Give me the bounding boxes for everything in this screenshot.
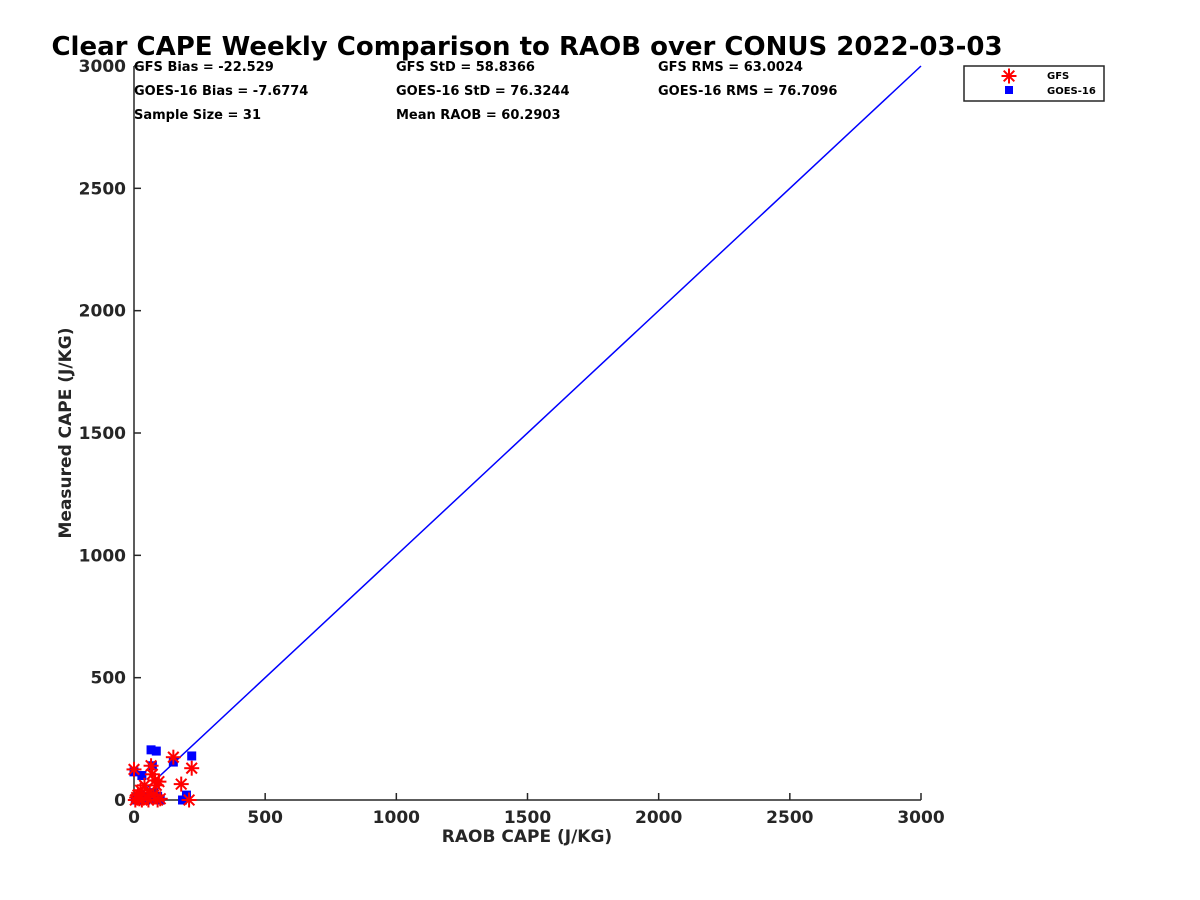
legend: GFS GOES-16	[963, 65, 1105, 102]
gfs-point	[184, 760, 200, 776]
y-tick-label: 2000	[79, 302, 126, 322]
legend-goes-16-square	[1005, 86, 1013, 94]
x-tick-label: 1500	[504, 808, 551, 828]
x-axis-label: RAOB CAPE (J/KG)	[442, 827, 612, 847]
gfs-point	[152, 791, 168, 807]
stat-goes-std: GOES-16 StD = 76.3244	[396, 84, 570, 99]
y-axis-label: Measured CAPE (J/KG)	[56, 328, 76, 539]
goes-16-point	[137, 771, 147, 781]
legend-gfs-asterisk	[1001, 68, 1017, 84]
goes-16-point	[187, 751, 197, 761]
x-tick-label: 2500	[766, 808, 813, 828]
chart-title: Clear CAPE Weekly Comparison to RAOB ove…	[51, 32, 1002, 62]
gfs-point	[126, 761, 142, 777]
stat-gfs-bias: GFS Bias = -22.529	[134, 60, 274, 75]
stats-block: GFS Bias = -22.529 GOES-16 Bias = -7.677…	[134, 60, 837, 123]
y-tick-label: 3000	[79, 57, 126, 77]
gfs-point	[181, 792, 197, 808]
reference-line	[133, 65, 922, 801]
gfs-point	[173, 776, 189, 792]
gfs-point	[151, 774, 167, 790]
legend-box	[963, 65, 1105, 102]
legend-label-gfs: GFS	[1047, 71, 1069, 82]
gfs-point	[165, 749, 181, 765]
stat-gfs-std: GFS StD = 58.8366	[396, 60, 535, 75]
x-tick-label: 2000	[635, 808, 682, 828]
y-ticks: 0 500 1000 1500 2000 2500 3000	[79, 57, 141, 811]
stat-mean-raob: Mean RAOB = 60.2903	[396, 108, 561, 123]
stat-sample-size: Sample Size = 31	[134, 108, 261, 123]
y-tick-label: 0	[114, 791, 126, 811]
data-points	[126, 745, 200, 808]
stat-goes-rms: GOES-16 RMS = 76.7096	[658, 84, 837, 99]
stat-gfs-rms: GFS RMS = 63.0024	[658, 60, 803, 75]
x-tick-label: 0	[128, 808, 140, 828]
legend-label-goes-16: GOES-16	[1047, 86, 1096, 97]
goes-16-point	[151, 746, 161, 756]
stat-goes-bias: GOES-16 Bias = -7.6774	[134, 84, 308, 99]
y-tick-label: 2500	[79, 179, 126, 199]
x-tick-label: 1000	[373, 808, 420, 828]
x-tick-label: 500	[247, 808, 283, 828]
legend-marker-gfs	[1001, 68, 1017, 84]
y-tick-label: 500	[91, 669, 127, 689]
x-tick-label: 3000	[897, 808, 944, 828]
goes-16-point	[181, 790, 191, 800]
y-tick-label: 1000	[79, 546, 126, 566]
legend-marker-goes-16	[1005, 86, 1013, 94]
y-tick-label: 1500	[79, 424, 126, 444]
x-ticks: 0 500 1000 1500 2000 2500 3000	[128, 793, 945, 828]
reference-line-group	[133, 65, 922, 801]
goes-16-point	[146, 745, 156, 755]
